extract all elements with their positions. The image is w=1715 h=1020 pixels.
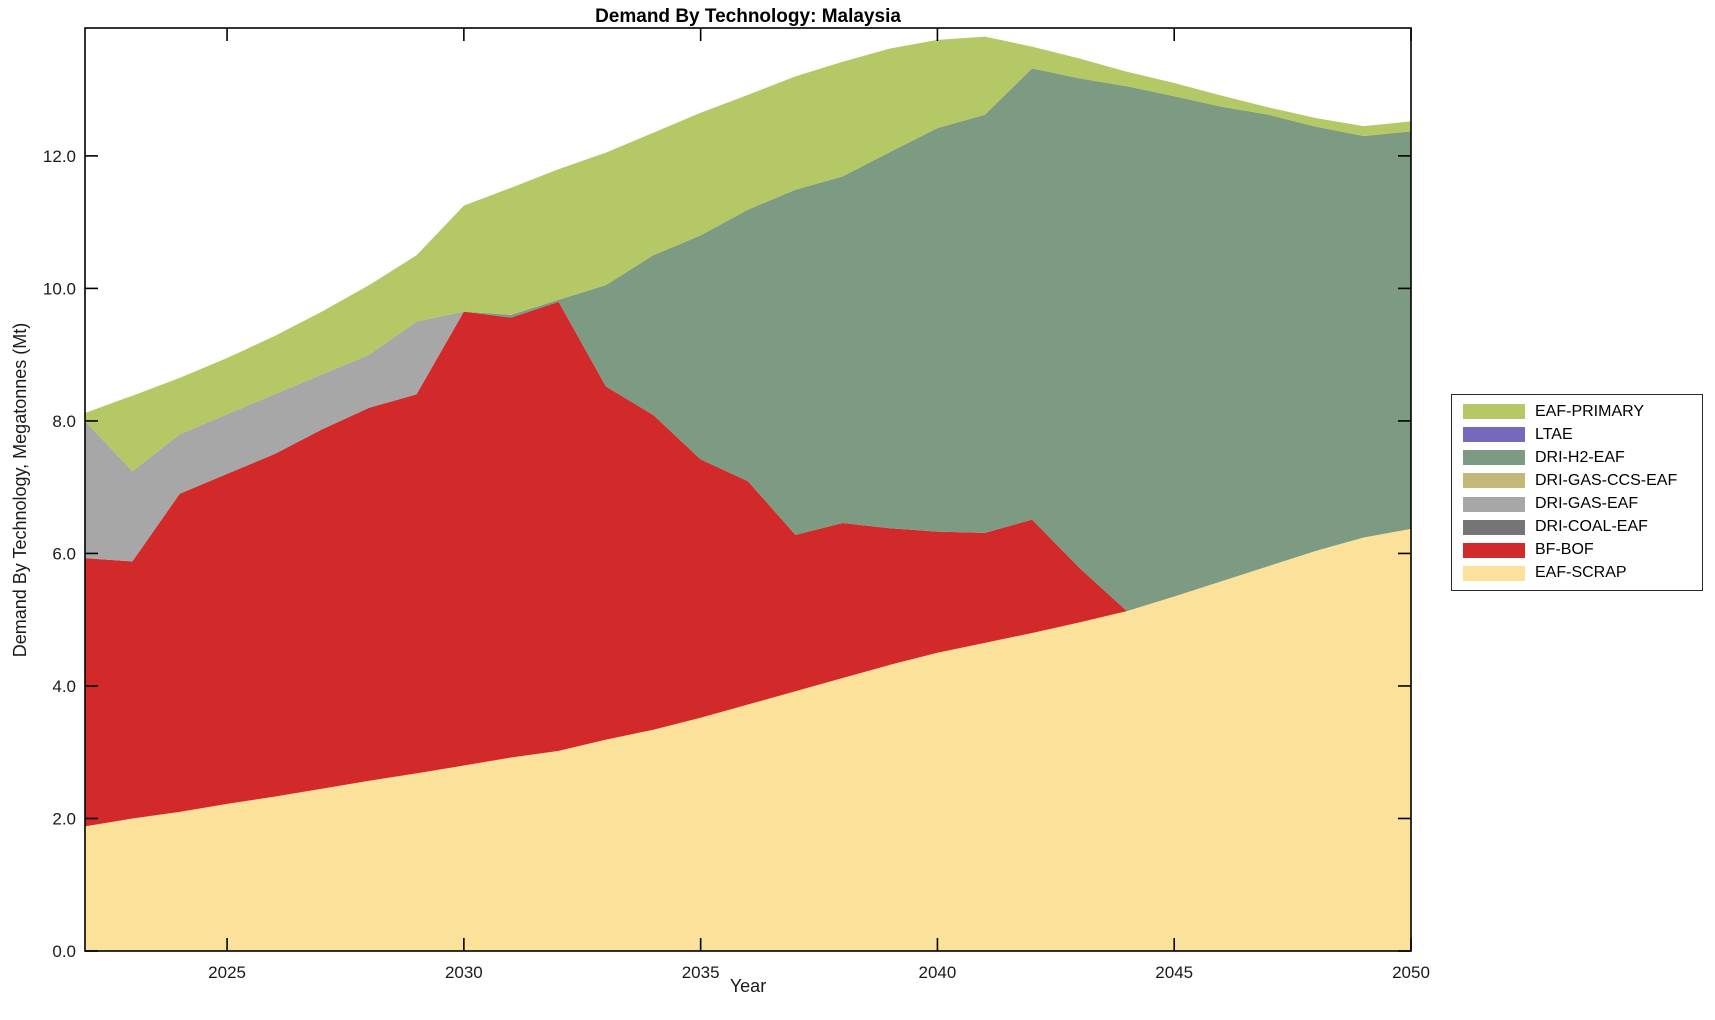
y-tick-label: 12.0 (43, 147, 76, 166)
legend: EAF-PRIMARY LTAE DRI-H2-EAF DRI-GAS-CCS-EAF… (1451, 394, 1703, 591)
x-axis-label: Year (729, 976, 767, 996)
x-tick-label: 2035 (682, 963, 720, 982)
legend-item-dri-gas-ccs-eaf: DRI-GAS-CCS-EAF (1452, 472, 1702, 490)
legend-item-bf-bof: BF-BOF (1452, 541, 1702, 559)
legend-swatch-icon (1463, 473, 1525, 489)
legend-item-dri-gas-eaf: DRI-GAS-EAF (1452, 495, 1702, 513)
legend-item-dri-coal-eaf: DRI-COAL-EAF (1452, 518, 1702, 536)
plot-box (84, 27, 1412, 952)
y-tick-label: 8.0 (52, 412, 76, 431)
legend-swatch-icon (1463, 404, 1525, 420)
x-tick-label: 2030 (445, 963, 483, 982)
legend-swatch-icon (1463, 450, 1525, 466)
x-tick-label: 2050 (1392, 963, 1430, 982)
x-tick-label: 2040 (919, 963, 957, 982)
legend-item-eaf-primary: EAF-PRIMARY (1452, 403, 1702, 421)
area-bf-bof (85, 301, 1411, 827)
legend-label: BF-BOF (1535, 541, 1594, 559)
legend-item-eaf-scrap: EAF-SCRAP (1452, 564, 1702, 582)
y-tick-label: 10.0 (43, 279, 76, 298)
area-eaf-scrap (85, 528, 1411, 951)
x-tick-label: 2025 (208, 963, 246, 982)
y-tick-label: 2.0 (52, 809, 76, 828)
y-tick-label: 4.0 (52, 677, 76, 696)
legend-label: LTAE (1535, 425, 1573, 443)
legend-label: DRI-GAS-EAF (1535, 495, 1639, 513)
area-eaf-primary (85, 36, 1411, 472)
area-dri-gas-eaf (85, 301, 1411, 612)
chart-title: Demand By Technology: Malaysia (595, 6, 901, 27)
legend-label: DRI-COAL-EAF (1535, 518, 1648, 536)
x-tick-label: 2045 (1155, 963, 1193, 982)
y-tick-label: 0.0 (52, 942, 76, 961)
legend-swatch-icon (1463, 496, 1525, 512)
area-dri-h2-eaf (85, 68, 1411, 612)
legend-label: EAF-PRIMARY (1535, 402, 1645, 420)
legend-swatch-icon (1463, 427, 1525, 443)
legend-item-ltae: LTAE (1452, 426, 1702, 444)
legend-swatch-icon (1463, 542, 1525, 558)
legend-item-dri-h2-eaf: DRI-H2-EAF (1452, 449, 1702, 467)
legend-label: DRI-H2-EAF (1535, 448, 1625, 466)
y-axis-label: Demand By Technology, Megatonnes (Mt) (10, 322, 30, 658)
legend-swatch-icon (1463, 565, 1525, 581)
legend-label: EAF-SCRAP (1535, 564, 1627, 582)
legend-swatch-icon (1463, 519, 1525, 535)
y-tick-label: 6.0 (52, 544, 76, 563)
legend-label: DRI-GAS-CCS-EAF (1535, 471, 1678, 489)
